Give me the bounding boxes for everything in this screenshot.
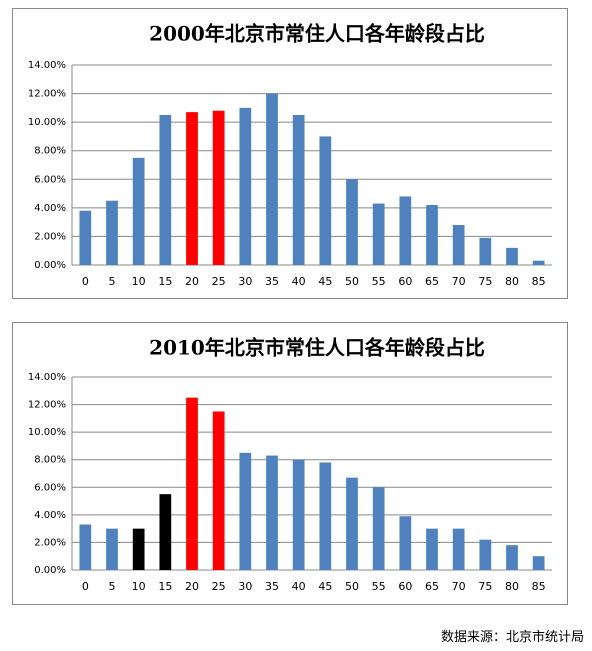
x-tick-label: 75: [478, 580, 492, 593]
x-tick-label: 65: [425, 275, 439, 288]
bar: [186, 397, 198, 570]
bar: [319, 136, 332, 265]
bar: [132, 157, 145, 265]
bar: [372, 487, 385, 570]
chart-title: 2000年北京市常住人口各年龄段占比: [149, 22, 485, 46]
chart-frame: [12, 8, 568, 299]
bar: [479, 237, 492, 265]
x-tick-label: 25: [212, 580, 226, 593]
bar: [79, 210, 92, 265]
bar: [319, 462, 332, 570]
bar: [399, 516, 412, 570]
x-tick-label: 25: [212, 275, 226, 288]
x-tick-label: 45: [318, 580, 332, 593]
y-tick-label: 14.00%: [28, 372, 66, 383]
x-tick-label: 70: [452, 580, 466, 593]
bar: [79, 524, 92, 570]
y-tick-label: 2.00%: [34, 537, 66, 548]
x-tick-label: 35: [265, 275, 279, 288]
bar: [399, 196, 412, 265]
bar: [266, 93, 278, 265]
x-tick-label: 40: [292, 275, 306, 288]
bar: [106, 200, 118, 265]
y-tick-label: 2.00%: [34, 231, 66, 242]
bar: [132, 528, 145, 570]
x-tick-label: 50: [345, 580, 359, 593]
bar: [159, 494, 172, 570]
y-tick-label: 0.00%: [34, 565, 66, 576]
bar: [532, 260, 545, 265]
x-tick-label: 60: [398, 580, 412, 593]
bar: [532, 556, 545, 570]
y-tick-label: 14.00%: [28, 60, 66, 71]
y-tick-label: 8.00%: [34, 455, 66, 466]
bar: [346, 179, 358, 265]
bar: [292, 115, 305, 265]
x-tick-label: 30: [238, 580, 252, 593]
bar: [212, 411, 225, 570]
chart-frame: [12, 322, 568, 605]
bar: [239, 452, 252, 570]
x-tick-label: 0: [82, 275, 89, 288]
x-tick-label: 30: [238, 275, 252, 288]
x-tick-label: 15: [158, 275, 172, 288]
bar: [506, 247, 518, 265]
x-tick-label: 55: [372, 275, 386, 288]
x-tick-label: 5: [109, 275, 116, 288]
y-tick-label: 10.00%: [28, 427, 66, 438]
bar: [212, 110, 225, 265]
y-tick-label: 10.00%: [28, 117, 66, 128]
bar: [452, 528, 465, 570]
bar: [426, 205, 438, 265]
chart: 2000年北京市常住人口各年龄段占比 0.00% 2.00% 4.00% 6.00% 8.…: [12, 8, 568, 299]
chart-title: 2010年北京市常住人口各年龄段占比: [149, 336, 485, 360]
x-tick-label: 55: [372, 580, 386, 593]
chart: 2010年北京市常住人口各年龄段占比 0.00% 2.00% 4.00% 6.00% 8.…: [12, 322, 568, 605]
bar: [292, 459, 305, 570]
bar: [479, 539, 492, 570]
bar: [452, 225, 465, 265]
bar: [426, 528, 438, 570]
y-tick-label: 8.00%: [34, 146, 66, 157]
y-tick-label: 4.00%: [34, 510, 66, 521]
bar: [506, 545, 518, 570]
x-tick-label: 45: [318, 275, 332, 288]
bar: [106, 528, 118, 570]
x-tick-label: 0: [82, 580, 89, 593]
x-tick-label: 70: [452, 275, 466, 288]
y-tick-label: 6.00%: [34, 174, 66, 185]
x-tick-label: 65: [425, 580, 439, 593]
bar: [186, 112, 198, 266]
x-tick-label: 20: [185, 275, 199, 288]
x-tick-label: 80: [505, 275, 519, 288]
bar: [372, 203, 385, 265]
x-tick-label: 5: [109, 580, 116, 593]
x-tick-label: 10: [132, 275, 146, 288]
bar: [159, 115, 172, 265]
y-tick-label: 4.00%: [34, 203, 66, 214]
x-tick-label: 15: [158, 580, 172, 593]
bar: [346, 477, 358, 570]
x-tick-label: 50: [345, 275, 359, 288]
x-tick-label: 80: [505, 580, 519, 593]
y-tick-label: 0.00%: [34, 260, 66, 271]
bar: [239, 107, 252, 265]
y-tick-label: 12.00%: [28, 89, 66, 100]
x-tick-label: 10: [132, 580, 146, 593]
bar: [266, 455, 278, 570]
source-note: 数据来源：北京市统计局: [440, 630, 584, 645]
y-tick-label: 6.00%: [34, 482, 66, 493]
x-tick-label: 60: [398, 275, 412, 288]
x-tick-label: 35: [265, 580, 279, 593]
x-tick-label: 75: [478, 275, 492, 288]
y-tick-label: 12.00%: [28, 400, 66, 411]
x-tick-label: 85: [532, 275, 546, 288]
x-tick-label: 40: [292, 580, 306, 593]
x-tick-label: 85: [532, 580, 546, 593]
x-tick-label: 20: [185, 580, 199, 593]
